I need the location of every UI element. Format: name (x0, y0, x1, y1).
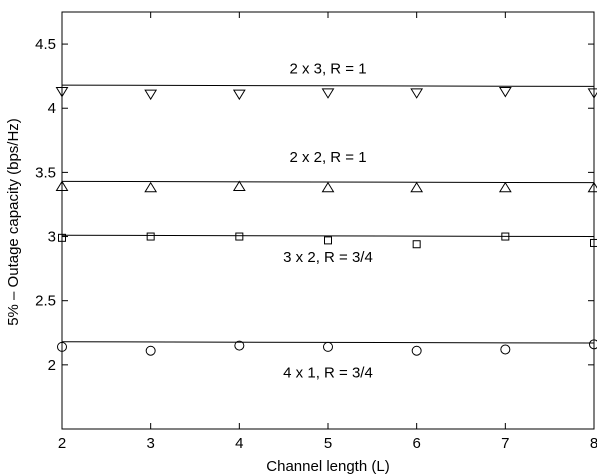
x-tick-label: 2 (58, 435, 66, 452)
data-markers (55, 87, 597, 356)
series-annotation: 4 x 1, R = 3/4 (283, 365, 373, 382)
square-marker (590, 238, 597, 247)
series-annotation: 3 x 2, R = 3/4 (283, 249, 373, 266)
y-tick-label: 4.5 (35, 36, 56, 53)
fit-line (61, 84, 595, 87)
series-annotation: 2 x 2, R = 1 (289, 149, 366, 166)
y-axis-label: 5% – Outage capacity (bps/Hz) (5, 118, 22, 326)
circle-marker (234, 340, 245, 351)
triangle-up-marker (144, 181, 158, 193)
square-marker (412, 240, 421, 249)
square-marker (235, 232, 244, 241)
x-tick-label: 5 (324, 435, 332, 452)
triangle-down-marker (321, 88, 335, 99)
y-tick-label: 2.5 (35, 293, 56, 310)
triangle-down-marker (55, 87, 69, 98)
axis-ticks: 2 3 4 5 6 7 8 2 2.5 3 3.5 4 4.5 (35, 12, 597, 452)
triangle-down-marker (144, 89, 158, 101)
circle-marker (411, 345, 422, 356)
circle-marker (145, 345, 156, 356)
plot-area (61, 11, 595, 430)
x-axis-label: Channel length (L) (266, 458, 389, 475)
square-marker (58, 233, 66, 242)
y-tick-label: 3.5 (35, 164, 56, 181)
square-marker (324, 236, 332, 245)
triangle-up-marker (410, 181, 424, 193)
square-marker (501, 232, 510, 241)
circle-marker (589, 339, 597, 350)
triangle-down-marker (410, 88, 424, 99)
y-tick-label: 3 (48, 229, 56, 246)
x-tick-label: 8 (590, 435, 597, 452)
series-annotations: 2 x 3, R = 1 2 x 2, R = 1 3 x 2, R = 3/4 4 … (283, 60, 373, 381)
triangle-up-marker (498, 181, 512, 193)
y-tick-label: 2 (48, 357, 56, 374)
x-tick-label: 3 (146, 435, 154, 452)
square-marker (146, 232, 155, 241)
triangle-down-marker (232, 89, 246, 101)
x-tick-label: 7 (501, 435, 509, 452)
series-annotation: 2 x 3, R = 1 (289, 60, 366, 77)
triangle-down-marker (498, 87, 512, 98)
x-tick-label: 6 (412, 435, 420, 452)
circle-marker (500, 344, 511, 355)
y-tick-label: 4 (48, 100, 56, 117)
triangle-up-marker (55, 180, 69, 191)
x-tick-label: 4 (235, 435, 243, 452)
circle-marker (57, 341, 67, 352)
triangle-up-marker (232, 180, 246, 191)
circle-marker (323, 341, 333, 352)
triangle-up-marker (321, 181, 335, 193)
fit-line (61, 234, 595, 238)
